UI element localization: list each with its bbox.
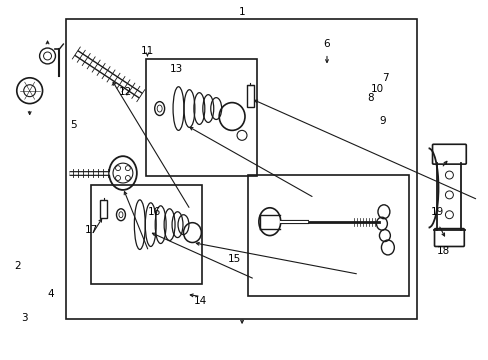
Text: 19: 19 bbox=[429, 207, 443, 217]
Text: 7: 7 bbox=[381, 73, 388, 83]
Bar bbox=[91, 185, 202, 284]
Text: 4: 4 bbox=[47, 289, 54, 299]
Text: 13: 13 bbox=[170, 64, 183, 74]
Text: 5: 5 bbox=[70, 120, 77, 130]
Text: 11: 11 bbox=[141, 46, 154, 56]
Text: 10: 10 bbox=[369, 84, 383, 94]
Bar bbox=[100, 200, 107, 218]
Text: 8: 8 bbox=[366, 93, 373, 103]
Text: 17: 17 bbox=[85, 225, 98, 235]
Bar bbox=[66, 19, 416, 319]
Bar bbox=[247, 175, 408, 296]
Text: 3: 3 bbox=[21, 312, 28, 323]
Text: 12: 12 bbox=[119, 87, 132, 98]
Bar bbox=[246, 85, 253, 107]
Text: 15: 15 bbox=[228, 253, 241, 264]
Text: 2: 2 bbox=[14, 261, 20, 271]
Text: 18: 18 bbox=[436, 247, 449, 256]
Bar bbox=[145, 59, 256, 176]
Text: 6: 6 bbox=[323, 39, 329, 49]
Text: 1: 1 bbox=[238, 7, 245, 17]
Text: 16: 16 bbox=[148, 207, 161, 217]
Text: 9: 9 bbox=[379, 116, 386, 126]
Text: 14: 14 bbox=[194, 296, 207, 306]
